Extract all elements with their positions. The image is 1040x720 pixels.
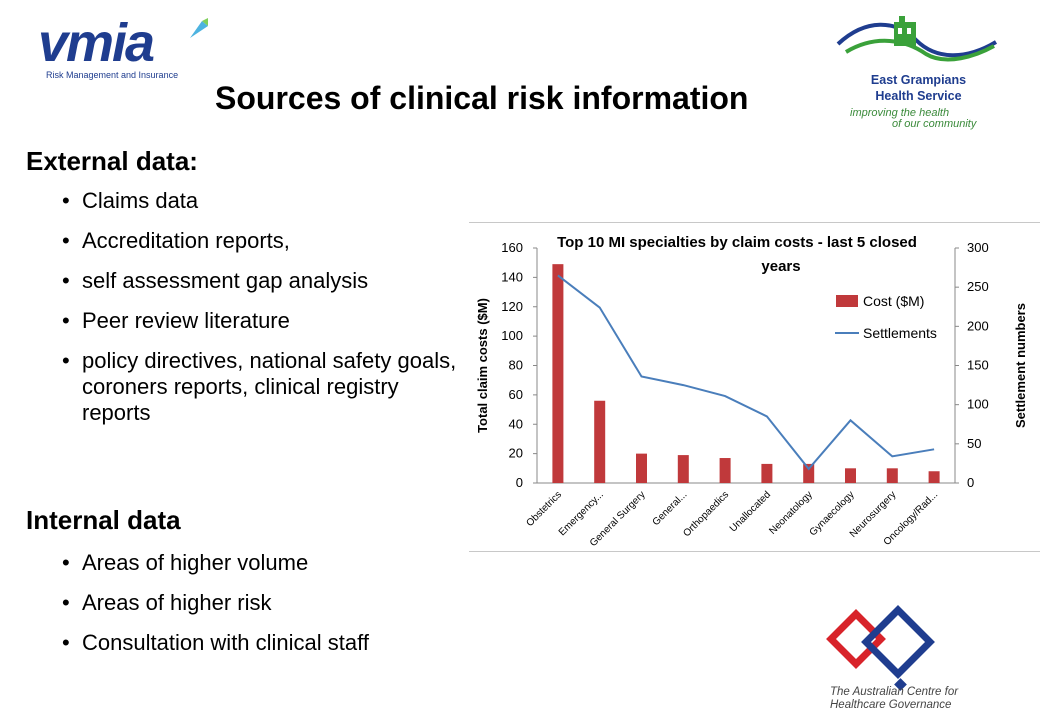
left-tick-label: 0 [516,475,523,490]
right-tick-label: 0 [967,475,974,490]
acgh-line1: The Australian Centre for [830,686,959,698]
acgh-logo: The Australian Centre for Healthcare Gov… [826,604,1026,720]
legend-swatch-cost [836,295,858,307]
legend-label-cost: Cost ($M) [863,293,924,309]
vmia-logo: vmia Risk Management and Insurance [38,13,213,88]
line-settlements [557,274,935,471]
egh-slogan-line1: improving the health [850,107,950,119]
list-item: Peer review literature [62,308,462,334]
bar-cost [677,455,689,483]
left-tick-label: 120 [501,299,523,314]
acgh-logo-text: The Australian Centre for Healthcare Gov… [830,686,958,712]
egh-logo-text: East Grampians Health Service [856,72,981,104]
bar-cost [719,458,731,483]
left-tick-label: 60 [509,387,523,402]
y2-axis-label: Settlement numbers [1013,303,1028,428]
category-label: Unallocated [728,489,773,534]
list-item: Consultation with clinical staff [62,630,462,656]
chart-title-line2: years [761,258,800,275]
egh-slogan-line2: of our community [892,118,977,130]
egh-slogan: improving the health of our community [850,108,976,130]
left-tick-label: 140 [501,269,523,284]
y-axis-label: Total claim costs ($M) [475,298,490,433]
page-title: Sources of clinical risk information [215,80,749,116]
egh-hills-icon [836,16,998,62]
egh-line1: East Grampians [870,73,967,87]
list-item: policy directives, national safety goals… [62,348,462,426]
right-tick-label: 250 [967,279,989,294]
category-label: Obstetrics [524,489,564,529]
left-tick-label: 160 [501,240,523,255]
egh-line2: Health Service [875,89,962,103]
right-tick-label: 50 [967,436,981,451]
bar-cost [761,463,773,483]
left-tick-label: 100 [501,328,523,343]
legend-label-settlements: Settlements [863,325,937,341]
bar-cost [636,453,647,483]
list-item: Areas of higher volume [62,550,462,576]
internal-data-heading: Internal data [26,505,181,535]
left-tick-label: 20 [509,446,523,461]
list-item: Areas of higher risk [62,590,462,616]
claims-chart-svg: 0 20 40 60 80 100 120 140 160 0 50 100 150 200 250 300 O… [475,234,1028,549]
left-tick-label: 40 [509,416,523,431]
chart-title-line1: Top 10 MI specialties by claim costs - l… [557,234,917,251]
category-label: General... [651,489,690,528]
bar-cost [928,471,940,483]
right-tick-label: 100 [967,397,989,412]
acgh-line2: Healthcare Governance [830,699,952,711]
list-item: Claims data [62,188,462,214]
bar-cost [886,468,898,483]
acgh-diamonds-icon [826,605,935,691]
bar-cost [803,463,815,483]
list-item: self assessment gap analysis [62,268,462,294]
left-tick-label: 80 [509,358,523,373]
vmia-logo-tagline: Risk Management and Insurance [46,70,179,80]
external-data-heading: External data: [26,146,198,176]
bar-cost [845,468,856,483]
internal-data-list: Areas of higher volume Areas of higher r… [62,550,462,670]
egh-logo: East Grampians Health Service improving … [836,10,1001,130]
vmia-logo-word: vmia [38,13,155,73]
right-tick-label: 200 [967,318,989,333]
claims-chart: 0 20 40 60 80 100 120 140 160 0 50 100 150 200 250 300 O… [469,222,1040,552]
vmia-swoosh-icon [190,18,208,38]
right-tick-label: 300 [967,240,989,255]
right-tick-label: 150 [967,358,989,373]
bar-cost [552,264,564,483]
bar-cost [594,400,606,483]
list-item: Accreditation reports, [62,228,462,254]
external-data-list: Claims data Accreditation reports, self … [62,188,462,440]
